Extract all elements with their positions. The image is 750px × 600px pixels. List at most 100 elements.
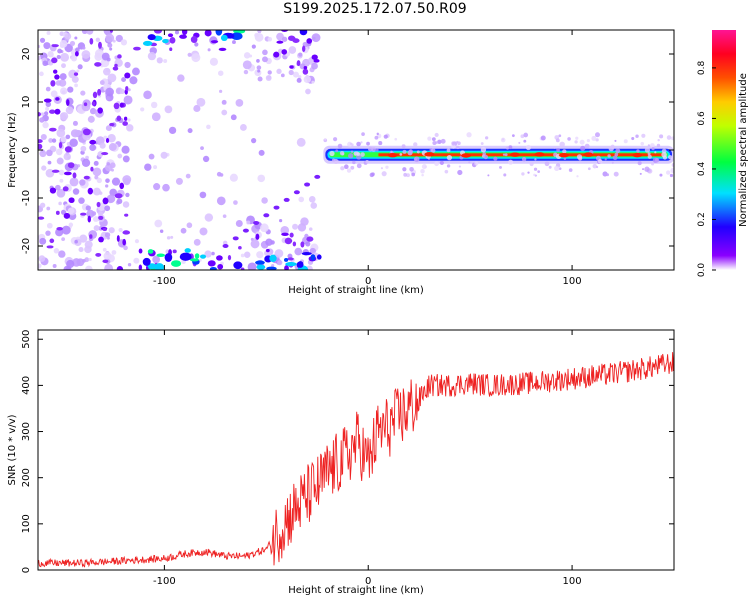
doppler-peak [424, 152, 435, 157]
doppler-fuzz [356, 152, 361, 156]
heatmap-speckle [257, 30, 262, 34]
doppler-fuzz [529, 161, 534, 167]
doppler-fuzz [650, 143, 655, 148]
heatmap-blotch [240, 267, 245, 270]
heatmap-speckle [38, 263, 42, 269]
doppler-fuzz [434, 132, 439, 138]
heatmap-blotch [96, 201, 101, 208]
heatmap-blotch [154, 30, 162, 34]
heatmap-y-tick-label: 0 [21, 147, 32, 153]
heatmap-blotch [98, 215, 104, 220]
doppler-fuzz [483, 154, 489, 160]
heatmap-speckle [61, 237, 66, 242]
heatmap-blotch [122, 230, 131, 235]
heatmap-speckle [58, 201, 62, 206]
doppler-fuzz [576, 175, 579, 178]
doppler-fuzz [636, 149, 640, 153]
heatmap-speckle [95, 37, 101, 42]
doppler-fuzz [647, 144, 651, 147]
heatmap-blotch [55, 97, 60, 101]
heatmap-blotch [101, 152, 109, 156]
doppler-band-core [378, 153, 664, 157]
doppler-fuzz [610, 144, 615, 150]
heatmap-blotch [255, 233, 260, 240]
doppler-fuzz [408, 149, 414, 154]
heatmap-speckle [199, 191, 207, 199]
heatmap-blotch [54, 108, 61, 115]
doppler-fuzz [669, 173, 674, 178]
heatmap-speckle [288, 46, 297, 54]
heatmap-speckle [152, 255, 161, 264]
heatmap-speckle [292, 223, 299, 230]
heatmap-blotch [98, 236, 104, 243]
heatmap-speckle [117, 153, 123, 159]
heatmap-speckle [50, 90, 58, 98]
heatmap-hotspot [255, 260, 265, 265]
heatmap-speckle [256, 65, 262, 70]
heatmap-blotch [82, 128, 91, 136]
heatmap-speckle [232, 40, 236, 45]
heatmap-blotch [66, 99, 70, 106]
heatmap-speckle [56, 54, 61, 60]
heatmap-y-tick-label: -10 [21, 190, 32, 206]
heatmap-speckle [256, 251, 264, 259]
doppler-fuzz [520, 134, 525, 139]
heatmap-blotch [113, 102, 120, 110]
heatmap-speckle [121, 77, 127, 83]
heatmap-speckle [262, 56, 268, 63]
heatmap-x-tick-label: 100 [563, 276, 582, 287]
heatmap-speckle [101, 52, 110, 61]
doppler-fuzz [568, 168, 573, 172]
heatmap-speckle [80, 145, 87, 152]
doppler-fuzz [369, 172, 375, 178]
doppler-fuzz [640, 141, 645, 146]
doppler-fuzz [446, 148, 451, 153]
heatmap-blotch [38, 216, 45, 220]
doppler-fuzz [533, 173, 536, 177]
doppler-fuzz [666, 135, 672, 140]
heatmap-speckle [116, 198, 123, 205]
heatmap-speckle [56, 157, 64, 165]
heatmap-speckle [243, 69, 249, 75]
heatmap-speckle [108, 227, 115, 234]
doppler-fuzz [331, 158, 336, 162]
heatmap-blotch [94, 62, 102, 67]
heatmap-speckle [133, 257, 140, 264]
heatmap-blotch [97, 88, 102, 96]
heatmap-speckle [120, 39, 128, 46]
heatmap-blotch [179, 34, 187, 39]
heatmap-blotch [68, 197, 75, 204]
doppler-fuzz [651, 146, 655, 151]
heatmap-speckle [106, 96, 111, 101]
heatmap-hotspot [147, 34, 156, 41]
heatmap-speckle [39, 237, 47, 245]
doppler-fuzz [523, 132, 529, 138]
heatmap-speckle [246, 220, 251, 225]
doppler-fuzz [485, 136, 489, 140]
heatmap-speckle [235, 220, 243, 227]
heatmap-blotch [284, 265, 289, 270]
heatmap-speckle [109, 47, 113, 51]
doppler-fuzz [555, 138, 560, 143]
heatmap-speckle [55, 184, 61, 191]
heatmap-speckle [69, 138, 78, 148]
heatmap-blotch [169, 47, 173, 52]
heatmap-speckle [60, 136, 67, 143]
heatmap-speckle [308, 57, 314, 63]
heatmap-speckle [56, 128, 66, 138]
heatmap-hotspot [316, 254, 322, 260]
heatmap-speckle [46, 149, 53, 157]
heatmap-speckle [209, 57, 219, 66]
doppler-fuzz [437, 139, 442, 144]
doppler-fuzz [671, 162, 674, 168]
heatmap-speckle [277, 259, 283, 266]
doppler-fuzz [596, 165, 599, 169]
heatmap-speckle [105, 178, 110, 183]
colorbar-tick-label: 0.2 [697, 212, 707, 226]
heatmap-speckle [247, 262, 257, 270]
heatmap-speckle [280, 225, 290, 235]
heatmap-blotch [46, 245, 54, 249]
heatmap-hotspot [200, 254, 207, 259]
heatmap-streak [263, 213, 270, 218]
